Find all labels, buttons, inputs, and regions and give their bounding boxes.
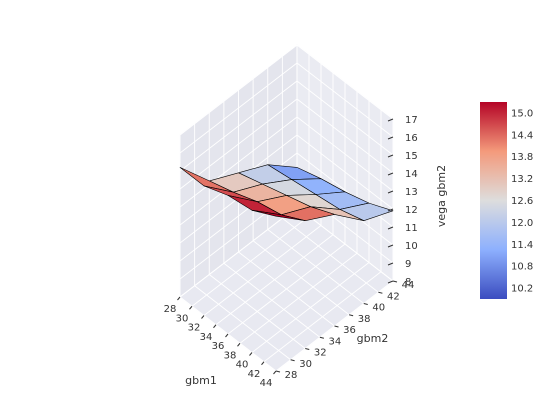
z-tick-label: 10	[405, 241, 418, 252]
y-axis-label: gbm2	[357, 332, 389, 345]
y-tick-mark	[392, 280, 398, 283]
z-axis-label: vega gbm2	[435, 165, 448, 227]
y-tick-label: 42	[387, 291, 400, 302]
x-tick-mark	[261, 361, 265, 366]
z-tick-mark	[387, 244, 394, 248]
y-tick-mark	[319, 336, 324, 339]
grid-line	[179, 44, 298, 136]
z-tick-label: 13	[405, 187, 418, 198]
y-tick-label: 40	[372, 303, 385, 314]
y-tick-label: 34	[329, 336, 342, 347]
surface-patch	[251, 210, 306, 221]
y-tick-label: 38	[358, 314, 371, 325]
x-tick-label: 44	[260, 378, 273, 389]
x-axis-label: gbm1	[185, 374, 217, 387]
axes: 2830323436384042442830323436384042448910…	[164, 115, 418, 389]
y-tick-mark	[305, 348, 310, 350]
z-tick-mark	[387, 208, 394, 212]
grid-line	[179, 80, 298, 172]
y-tick-mark	[378, 291, 383, 294]
y-tick-mark	[290, 359, 295, 362]
colorbar: 10.2 10.8 11.4 12.0 12.6 13.2 13.8 14.4 15.0	[480, 102, 533, 299]
z-tick-label: 8	[405, 277, 411, 288]
z-tick-label: 11	[405, 223, 418, 234]
x-tick-label: 38	[224, 350, 237, 361]
z-tick-mark	[387, 172, 394, 176]
grid-line	[223, 262, 321, 338]
grid-line	[267, 229, 365, 304]
z-tick-mark	[387, 226, 394, 230]
colorbar-tick-label: 13.8	[511, 152, 533, 163]
y-tick-mark	[363, 303, 368, 305]
colorbar-tick-label: 10.2	[511, 284, 533, 295]
x-tick-mark	[177, 296, 181, 301]
z-tick-mark	[387, 136, 394, 140]
grid-line	[179, 62, 298, 154]
grid-line	[238, 251, 335, 327]
y-tick-mark	[349, 314, 354, 317]
x-tick-mark	[237, 342, 241, 347]
colorbar-tick-label: 15.0	[511, 108, 533, 119]
y-tick-label: 44	[402, 280, 415, 291]
grid-line	[296, 116, 394, 192]
grid-line	[179, 98, 298, 190]
x-tick-label: 40	[236, 360, 249, 371]
colorbar-tick-label: 13.2	[511, 174, 533, 185]
grid-line	[296, 80, 394, 156]
x-tick-mark	[201, 315, 205, 319]
grid-line	[296, 44, 394, 120]
grid-line	[194, 285, 291, 361]
x-tick-mark	[225, 333, 229, 338]
surface-plot	[179, 164, 394, 221]
grid-line	[296, 98, 394, 174]
colorbar-tick-label: 10.8	[511, 262, 533, 273]
x-tick-mark	[273, 370, 277, 375]
z-tick-mark	[387, 190, 394, 194]
grid-line	[296, 62, 394, 138]
z-tick-mark	[387, 154, 394, 158]
colorbar-tick-label: 12.0	[511, 218, 533, 229]
z-tick-mark	[387, 280, 394, 284]
z-tick-label: 9	[405, 259, 411, 270]
x-tick-label: 30	[176, 313, 189, 324]
y-tick-label: 28	[285, 370, 298, 381]
grid-line	[282, 217, 379, 293]
x-tick-label: 32	[188, 323, 201, 334]
y-tick-mark	[334, 325, 339, 328]
x-tick-mark	[249, 352, 253, 356]
y-tick-mark	[275, 370, 281, 373]
colorbar-tick-label: 12.6	[511, 196, 533, 207]
x-tick-label: 36	[212, 341, 225, 352]
z-tick-label: 15	[405, 151, 418, 162]
grid-line	[179, 206, 298, 298]
z-tick-label: 17	[405, 115, 418, 126]
grid-line	[252, 240, 350, 316]
x-tick-mark	[189, 305, 193, 310]
x-tick-label: 42	[248, 369, 261, 380]
grid-line	[208, 274, 306, 349]
z-tick-label: 14	[405, 169, 418, 180]
grid-line	[296, 134, 394, 210]
z-tick-label: 12	[405, 205, 418, 216]
colorbar-tick-label: 11.4	[511, 240, 533, 251]
z-tick-label: 16	[405, 133, 418, 144]
y-tick-label: 32	[314, 348, 327, 359]
y-tick-label: 36	[343, 325, 356, 336]
y-tick-label: 30	[299, 359, 312, 370]
x-tick-mark	[213, 324, 217, 329]
grid-line	[179, 116, 298, 208]
colorbar-tick-label: 14.4	[511, 130, 533, 141]
x-tick-label: 28	[164, 304, 177, 315]
colorbar-gradient	[480, 102, 507, 299]
z-tick-mark	[387, 118, 394, 122]
z-tick-mark	[387, 262, 394, 266]
x-tick-label: 34	[200, 332, 213, 343]
